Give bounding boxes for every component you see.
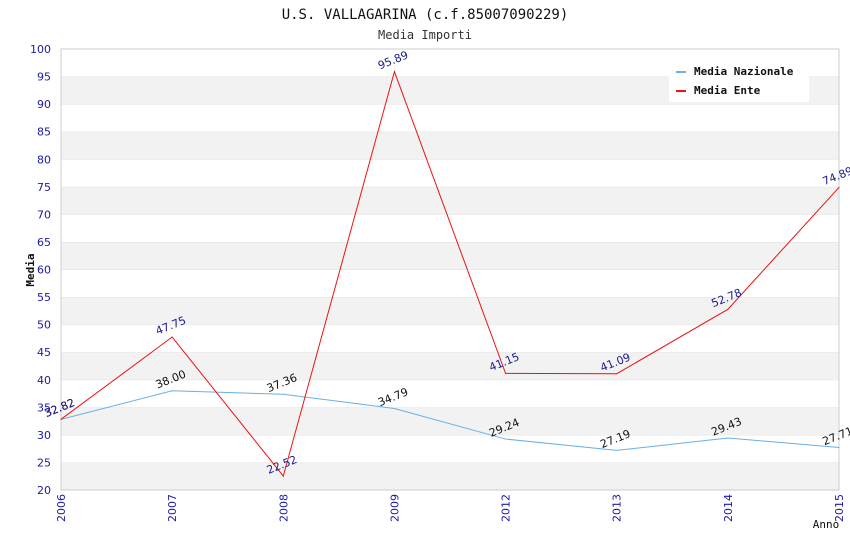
data-point — [393, 407, 395, 409]
data-point — [282, 393, 284, 395]
grid-band — [61, 324, 839, 353]
grid-band — [61, 159, 839, 187]
x-tick-label: 2012 — [500, 494, 513, 522]
legend-label-media-ente: Media Ente — [694, 84, 761, 97]
grid-band — [61, 407, 839, 435]
x-axis-title: Anno — [813, 518, 840, 531]
y-tick-label: 85 — [37, 126, 51, 139]
grid-band — [61, 214, 839, 242]
grid-band — [61, 241, 839, 270]
data-point — [60, 418, 62, 420]
plot-background-bands — [61, 48, 839, 490]
grid-band — [61, 186, 839, 215]
x-tick-label: 2014 — [722, 494, 735, 522]
y-tick-label: 45 — [37, 346, 51, 359]
chart-title: U.S. VALLAGARINA (c.f.85007090229) — [282, 7, 569, 23]
x-axis-ticks: 2006 2007 2008 2009 2012 2013 2014 2015 — [55, 494, 846, 522]
data-point — [727, 308, 729, 310]
y-tick-label: 50 — [37, 319, 51, 332]
y-tick-label: 65 — [37, 236, 51, 249]
y-tick-label: 35 — [37, 401, 51, 414]
y-tick-label: 80 — [37, 153, 51, 166]
y-tick-label: 60 — [37, 264, 51, 277]
y-axis-ticks: 20 25 30 35 40 45 50 55 60 65 70 75 80 85 90 95 100 — [30, 43, 51, 497]
x-tick-label: 2006 — [55, 494, 68, 522]
series-group — [60, 70, 840, 478]
y-tick-label: 55 — [37, 291, 51, 304]
grid-band — [61, 131, 839, 160]
plot-area — [60, 48, 840, 491]
legend: Media Nazionale Media Ente — [669, 60, 809, 102]
data-point — [171, 336, 173, 338]
y-tick-label: 75 — [37, 181, 51, 194]
grid-band — [61, 269, 839, 298]
series-line-media-ente — [60, 70, 840, 478]
x-tick-label: 2015 — [833, 494, 846, 522]
y-axis-title: Media — [24, 253, 37, 286]
x-tick-label: 2008 — [277, 494, 290, 522]
y-tick-label: 95 — [37, 71, 51, 84]
data-point — [282, 475, 284, 477]
data-point — [393, 71, 395, 73]
data-point — [838, 186, 840, 188]
y-tick-label: 90 — [37, 98, 51, 111]
y-tick-label: 70 — [37, 208, 51, 221]
y-tick-label: 30 — [37, 429, 51, 442]
data-point — [838, 446, 840, 448]
grid-band — [61, 462, 839, 490]
data-point — [727, 437, 729, 439]
data-point — [616, 449, 618, 451]
grid-band — [61, 434, 839, 463]
grid-band — [61, 352, 839, 380]
data-point — [505, 438, 507, 440]
data-point — [505, 372, 507, 374]
grid-band — [61, 379, 839, 408]
legend-label-media-nazionale: Media Nazionale — [694, 65, 794, 78]
grid-band — [61, 104, 839, 132]
series-line-media-nazionale — [60, 390, 840, 451]
y-tick-label: 20 — [37, 484, 51, 497]
x-tick-label: 2009 — [388, 494, 401, 522]
x-tick-label: 2007 — [166, 494, 179, 522]
data-point — [171, 390, 173, 392]
x-tick-label: 2013 — [611, 494, 624, 522]
y-tick-label: 100 — [30, 43, 51, 56]
y-tick-label: 40 — [37, 374, 51, 387]
data-point — [616, 373, 618, 375]
y-tick-label: 25 — [37, 456, 51, 469]
chart-subtitle: Media Importi — [378, 28, 472, 42]
legend-box — [669, 60, 809, 102]
